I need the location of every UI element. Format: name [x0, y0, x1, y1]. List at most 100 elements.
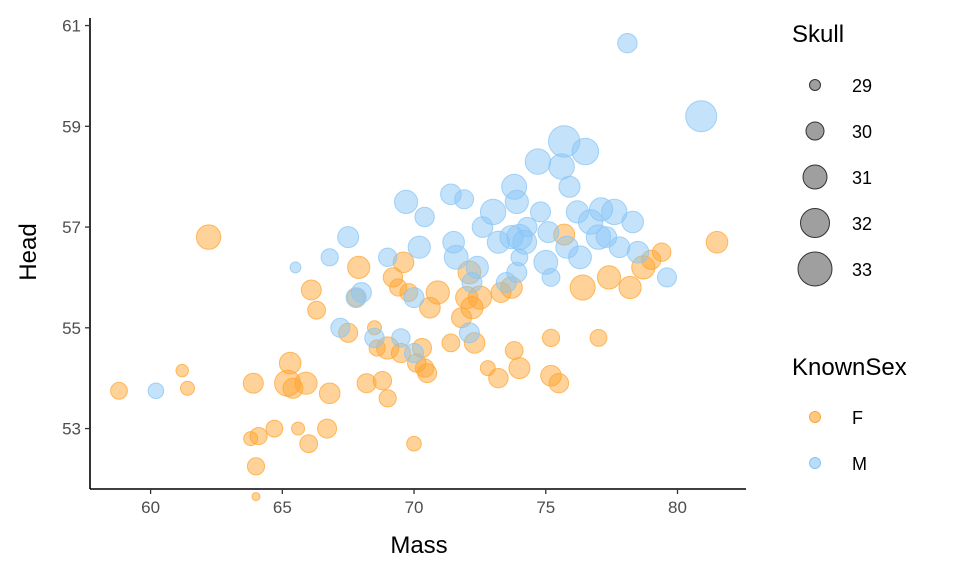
- size-legend-items: 29 30 31 32 33: [797, 76, 872, 287]
- data-point: [330, 317, 351, 338]
- color-legend-items: FM: [809, 408, 867, 474]
- y-tick-label: 57: [62, 218, 81, 237]
- data-point: [626, 240, 650, 264]
- series-F: [110, 223, 729, 502]
- y-tick-label: 61: [62, 17, 81, 36]
- y-tick-label: 59: [62, 117, 81, 136]
- y-tick-label: 55: [62, 319, 81, 338]
- data-point: [372, 371, 393, 391]
- data-point: [425, 280, 450, 305]
- data-point: [317, 418, 338, 439]
- data-point: [508, 357, 531, 380]
- data-point: [404, 343, 424, 363]
- data-point: [391, 328, 411, 348]
- x-tick-label: 80: [668, 498, 687, 517]
- data-point: [291, 421, 306, 436]
- points-layer: [110, 33, 729, 502]
- data-point: [403, 287, 425, 309]
- size-legend-key: [809, 79, 821, 91]
- axes-layer: 60 65 70 75 80 53 55 57 59 61: [62, 17, 746, 517]
- size-legend-title: Skull: [792, 21, 844, 48]
- data-point: [601, 198, 628, 226]
- data-point: [504, 189, 529, 214]
- data-point: [265, 419, 284, 438]
- data-point: [541, 328, 561, 347]
- data-point: [652, 242, 672, 262]
- color-legend-title: KnownSex: [792, 354, 907, 381]
- data-point: [300, 279, 322, 301]
- data-point: [299, 434, 319, 454]
- color-legend-key: [809, 411, 821, 423]
- x-tick-label: 60: [141, 498, 160, 517]
- data-point: [249, 427, 268, 446]
- x-tick-label: 75: [536, 498, 555, 517]
- data-point: [180, 380, 195, 396]
- data-point: [517, 216, 538, 238]
- data-point: [318, 382, 341, 405]
- data-point: [621, 210, 645, 234]
- data-point: [569, 274, 596, 301]
- data-point: [465, 255, 489, 279]
- size-legend-key: [800, 208, 830, 238]
- data-point: [479, 198, 507, 226]
- data-point: [378, 389, 397, 408]
- data-point: [414, 206, 435, 228]
- data-point: [548, 373, 570, 394]
- data-point: [441, 333, 461, 353]
- data-point: [548, 153, 575, 180]
- data-point: [307, 300, 327, 320]
- x-tick-label: 65: [273, 498, 292, 517]
- data-point: [458, 322, 480, 344]
- data-point: [320, 248, 339, 267]
- y-axis-title: Head: [15, 223, 42, 280]
- data-point: [524, 148, 552, 175]
- data-point: [195, 224, 222, 250]
- data-point: [407, 235, 431, 259]
- data-point: [657, 267, 677, 288]
- data-point: [454, 189, 475, 210]
- data-point: [571, 137, 600, 166]
- color-legend-label: M: [852, 454, 867, 474]
- data-point: [110, 381, 128, 400]
- data-point: [589, 329, 608, 347]
- data-point: [443, 244, 469, 270]
- data-point: [378, 247, 398, 267]
- size-legend-label: 30: [852, 122, 872, 142]
- data-point: [394, 189, 419, 214]
- data-point: [278, 351, 302, 375]
- x-axis-title: Mass: [390, 532, 447, 559]
- size-legend-label: 29: [852, 76, 872, 96]
- size-legend-key: [802, 164, 828, 190]
- data-point: [417, 363, 438, 384]
- size-legend-label: 31: [852, 168, 872, 188]
- data-point: [246, 457, 266, 476]
- y-tick-label: 53: [62, 420, 81, 439]
- x-tick-label: 70: [405, 498, 424, 517]
- data-point: [364, 327, 385, 349]
- data-point: [530, 201, 551, 223]
- series-M: [147, 33, 718, 400]
- data-point: [147, 382, 165, 400]
- data-point: [350, 282, 372, 303]
- data-point: [289, 261, 302, 274]
- data-point: [337, 226, 360, 249]
- size-legend-label: 33: [852, 260, 872, 280]
- data-point: [685, 100, 718, 133]
- data-point: [294, 371, 318, 395]
- data-point: [504, 341, 524, 360]
- data-point: [537, 221, 560, 244]
- data-point: [596, 265, 622, 290]
- data-point: [705, 230, 729, 254]
- color-legend-label: F: [852, 408, 863, 428]
- data-point: [251, 492, 261, 502]
- data-point: [541, 268, 561, 287]
- size-legend-label: 32: [852, 214, 872, 234]
- data-point: [608, 236, 631, 258]
- data-point: [618, 275, 642, 300]
- size-legend-key: [805, 121, 825, 141]
- data-point: [347, 255, 371, 279]
- data-point: [406, 435, 422, 452]
- data-point: [488, 368, 509, 389]
